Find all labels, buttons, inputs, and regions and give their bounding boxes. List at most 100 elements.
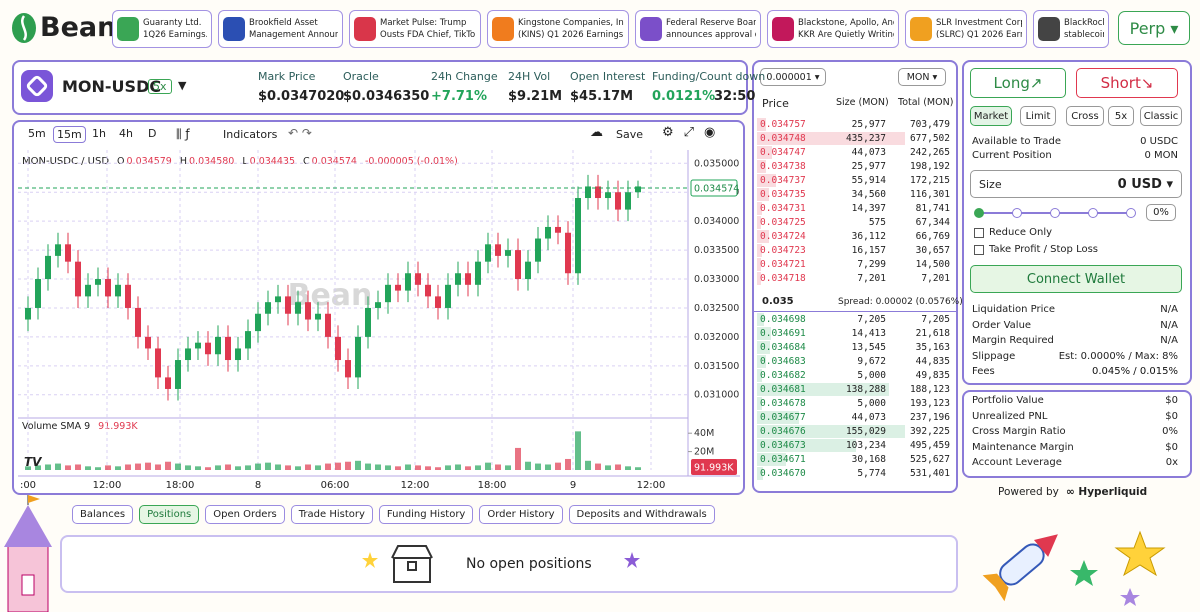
long-button[interactable]: Long ↗ <box>970 68 1066 98</box>
total: 392,225 <box>909 426 950 437</box>
size-label: Size <box>979 177 1002 191</box>
info-row: Order Value N/A <box>972 320 1178 331</box>
chart-tools[interactable]: ⚙⤢◉ <box>662 125 726 140</box>
total: 525,627 <box>909 454 950 465</box>
orderbook-header: Size (MON) <box>836 97 889 108</box>
news-card[interactable]: Kingstone Companies, Inc. (KINS) Q1 2026 … <box>487 10 629 48</box>
total: 495,459 <box>909 440 950 451</box>
size: 36,112 <box>851 231 886 242</box>
news-icon <box>354 17 376 41</box>
perp-button[interactable]: Perp ▾ <box>1118 11 1190 45</box>
price: 0.034670 <box>760 468 806 479</box>
news-title: Market Pulse: Trump <box>380 18 467 28</box>
depth-bar <box>757 313 764 326</box>
size: 138,288 <box>845 384 886 395</box>
size: 44,073 <box>851 412 886 423</box>
size: 14,413 <box>851 328 886 339</box>
news-icon <box>910 17 932 41</box>
slider-percent[interactable]: 0% <box>1146 204 1176 221</box>
volume-legend: Volume SMA 9 91.993K <box>22 421 138 432</box>
tab[interactable]: Positions <box>139 505 200 524</box>
checkbox <box>974 227 984 238</box>
depth-bar <box>757 216 761 229</box>
order-type[interactable]: Limit <box>1020 106 1056 126</box>
news-icon <box>117 17 139 41</box>
ohlc-label: C <box>303 156 310 167</box>
margin-option[interactable]: Classic <box>1140 106 1182 126</box>
short-button[interactable]: Short ↘ <box>1076 68 1178 98</box>
size: 55,914 <box>851 175 886 186</box>
tab[interactable]: Deposits and Withdrawals <box>568 505 715 524</box>
leverage-badge[interactable]: 5x <box>148 79 172 94</box>
indicators-button[interactable]: Indicators <box>223 128 278 141</box>
margin-option[interactable]: Cross <box>1066 106 1104 126</box>
size-input[interactable]: Size 0 USD ▾ <box>970 170 1182 198</box>
pair-dropdown[interactable]: ▼ <box>178 79 187 92</box>
stat-label: 24H Vol <box>508 70 551 83</box>
news-card[interactable]: SLR Investment Corp. (SLRC) Q1 2026 Earni… <box>905 10 1027 48</box>
tick-value: 0.000001 <box>766 71 812 83</box>
info-label: Order Value <box>972 319 1032 331</box>
price: 0.034718 <box>760 273 806 284</box>
stat-label: Funding/Count down <box>652 70 766 83</box>
checkbox-row[interactable]: Take Profit / Stop Loss <box>974 244 1098 255</box>
total: 677,502 <box>909 133 950 144</box>
total: 21,618 <box>915 328 950 339</box>
price: 0.034676 <box>760 426 806 437</box>
tick-select[interactable]: 0.000001 ▾ <box>760 68 826 86</box>
news-card[interactable]: Blackstone, Apollo, And KKR Are Quietly W… <box>767 10 899 48</box>
stat-value: +7.71% <box>431 89 487 104</box>
depth-bar <box>757 397 762 410</box>
info-value: Est: 0.0000% / Max: 8% <box>1058 350 1178 362</box>
news-card[interactable]: BlackRock stablecoin <box>1033 10 1109 48</box>
tabs: Balances Positions Open Orders Trade Histor… <box>72 505 715 524</box>
tab[interactable]: Open Orders <box>205 505 285 524</box>
depth-bar <box>757 118 766 131</box>
connect-wallet[interactable]: Connect Wallet <box>970 265 1182 293</box>
size: 575 <box>868 217 886 228</box>
info-row: Cross Margin Ratio 0% <box>972 426 1178 437</box>
news-card[interactable]: Market Pulse: Trump Ousts FDA Chief, TikT… <box>349 10 481 48</box>
tab[interactable]: Balances <box>72 505 134 524</box>
margin-option[interactable]: 5x <box>1108 106 1134 126</box>
undo-redo[interactable]: ↶ ↷ <box>288 126 312 140</box>
checkbox-row[interactable]: Reduce Only <box>974 227 1052 238</box>
save-button[interactable]: Save <box>616 128 644 141</box>
tab[interactable]: Funding History <box>378 505 474 524</box>
news-subtitle: Ousts FDA Chief, TikTok... <box>380 30 476 40</box>
news-card[interactable]: Guaranty Ltd. 1Q26 Earnings... <box>112 10 212 48</box>
info-value: $0 <box>1165 410 1178 422</box>
news-title: Brookfield Asset <box>249 18 318 28</box>
order-type[interactable]: Market <box>970 106 1012 126</box>
news-card[interactable]: Federal Reserve Board announces approval … <box>635 10 761 48</box>
ohlc-item: C 0.034574 <box>303 156 357 167</box>
chart-title: MON-USDC / USD <box>22 156 110 167</box>
size: 5,000 <box>857 370 886 381</box>
news-title: Guaranty Ltd. <box>143 18 202 28</box>
brand: ∞ Hyperliquid <box>1066 486 1148 498</box>
news-subtitle: stablecoin <box>1064 30 1104 40</box>
interval-button[interactable]: 4h <box>119 127 133 140</box>
positions-panel <box>60 535 958 593</box>
slider-dot <box>1088 208 1098 218</box>
price: 0.034723 <box>760 245 806 256</box>
interval-button[interactable]: D <box>148 127 157 140</box>
interval-button[interactable]: 15m <box>53 126 86 143</box>
info-label: Cross Margin Ratio <box>972 426 1066 437</box>
depth-bar <box>757 146 772 159</box>
logo-text: Bean <box>40 12 117 43</box>
interval-button[interactable]: 5m <box>28 127 46 140</box>
tab[interactable]: Order History <box>479 505 563 524</box>
interval-button[interactable]: 1h <box>92 127 106 140</box>
size: 7,205 <box>857 314 886 325</box>
tab[interactable]: Trade History <box>290 505 373 524</box>
size-amount: 0 USD <box>1117 176 1162 192</box>
info-row: Account Leverage 0x <box>972 457 1178 468</box>
news-icon <box>1038 17 1060 41</box>
news-card[interactable]: Brookfield Asset Management Announces... <box>218 10 343 48</box>
news-subtitle: KKR Are Quietly Writing... <box>798 30 894 40</box>
unit-select[interactable]: MON ▾ <box>898 68 946 86</box>
depth-bar <box>757 202 762 215</box>
size: 44,073 <box>851 147 886 158</box>
